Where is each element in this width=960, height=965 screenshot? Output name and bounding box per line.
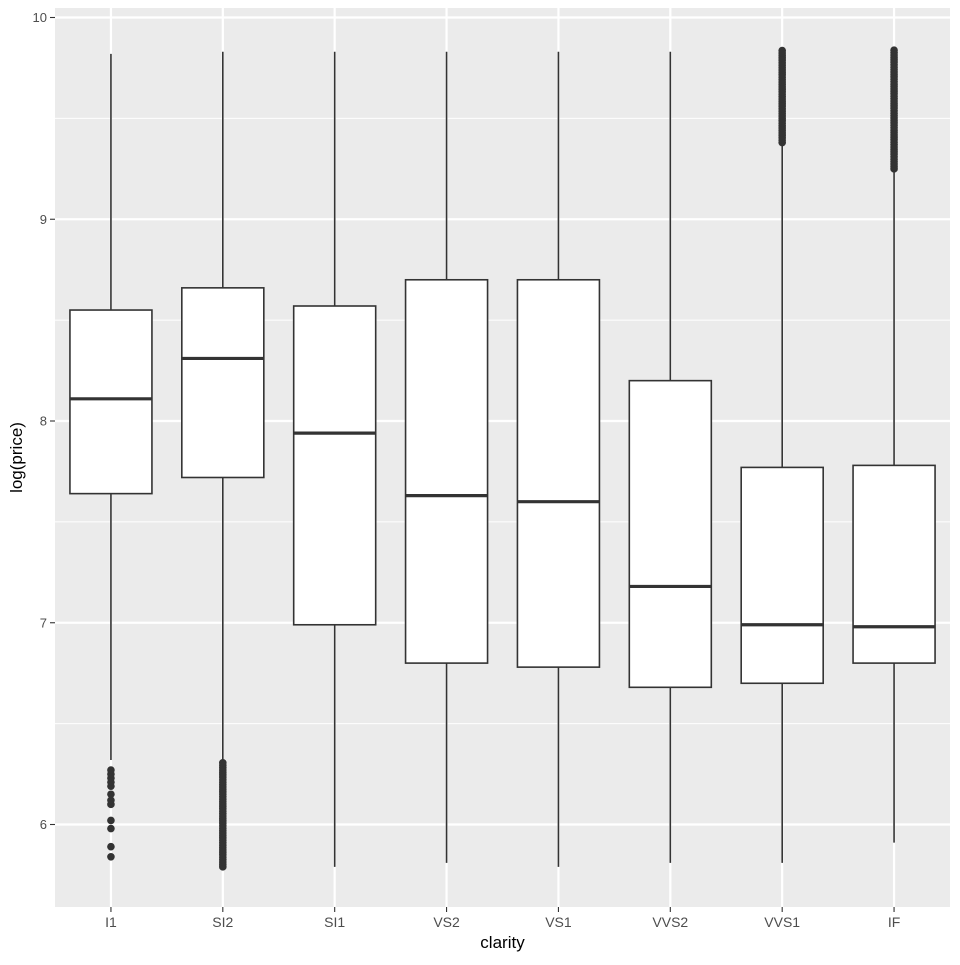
outlier-point [890,46,898,54]
box-i1 [69,53,153,861]
box-body [69,309,153,495]
x-tick-label: VVS1 [764,914,800,930]
x-tick-label: VS1 [545,914,572,930]
x-tick-label: VVS2 [652,914,688,930]
box-body [628,379,713,689]
x-tick-label: IF [888,914,900,930]
box-body [181,287,265,479]
y-axis-ticks: 6 7 8 9 10 [33,10,55,832]
x-axis-ticks: I1 SI2 SI1 VS2 VS1 VVS2 VVS1 IF [105,907,900,930]
x-tick-label: SI1 [324,914,345,930]
box-si2 [181,51,265,871]
outlier-point [107,842,115,851]
box-vs1 [516,51,601,867]
box-body [404,278,489,664]
x-tick-label: SI2 [212,914,233,930]
outlier-point [107,824,115,833]
box-body [852,464,936,664]
outlier-point [219,758,227,767]
box-if [852,46,936,843]
outlier-point [107,852,115,861]
y-tick-label: 6 [40,817,47,832]
outlier-point [107,790,115,799]
box-body [740,466,824,685]
y-tick-label: 10 [33,10,47,25]
box-si1 [292,51,377,867]
box-body [516,278,601,668]
outlier-point [107,796,115,805]
outlier-point [778,46,786,55]
y-tick-label: 7 [40,615,47,630]
boxes [69,46,936,871]
y-axis-title: log(price) [7,422,26,493]
x-tick-label: I1 [105,914,117,930]
box-body [292,305,377,626]
y-tick-label: 8 [40,414,47,429]
x-axis-title: clarity [480,933,525,952]
outlier-point [107,816,115,825]
outlier-point [107,766,115,774]
box-vvs1 [740,46,824,863]
box-vs2 [404,51,489,863]
x-tick-label: VS2 [433,914,460,930]
y-tick-label: 9 [40,212,47,227]
box-vvs2 [628,51,713,863]
